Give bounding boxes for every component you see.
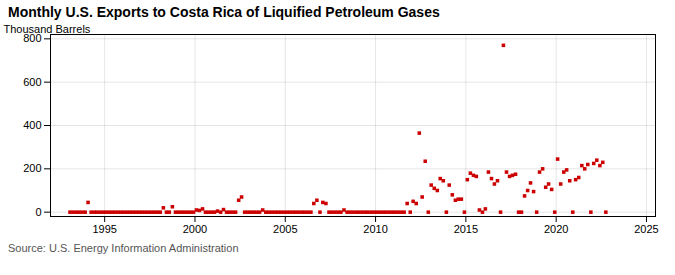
- svg-text:2000: 2000: [183, 223, 207, 235]
- svg-text:400: 400: [23, 119, 41, 131]
- svg-text:600: 600: [23, 76, 41, 88]
- svg-text:2020: 2020: [544, 223, 568, 235]
- svg-text:0: 0: [35, 206, 41, 218]
- svg-text:2010: 2010: [363, 223, 387, 235]
- svg-text:2015: 2015: [454, 223, 478, 235]
- svg-text:2005: 2005: [273, 223, 297, 235]
- html-text:Monthly U.S. Exports to Costa: Monthly U.S. Exports to Costa Rica of Li…: [8, 4, 440, 20]
- svg-text:800: 800: [23, 32, 42, 45]
- svg-text:200: 200: [23, 162, 41, 174]
- html-text:Source: U.S. Energy Informatio: Source: U.S. Energy Information Administ…: [8, 242, 239, 254]
- svg-text:2025: 2025: [634, 223, 658, 235]
- svg-text:1995: 1995: [92, 223, 116, 235]
- svg-text:Thousand Barrels: Thousand Barrels: [4, 23, 91, 35]
